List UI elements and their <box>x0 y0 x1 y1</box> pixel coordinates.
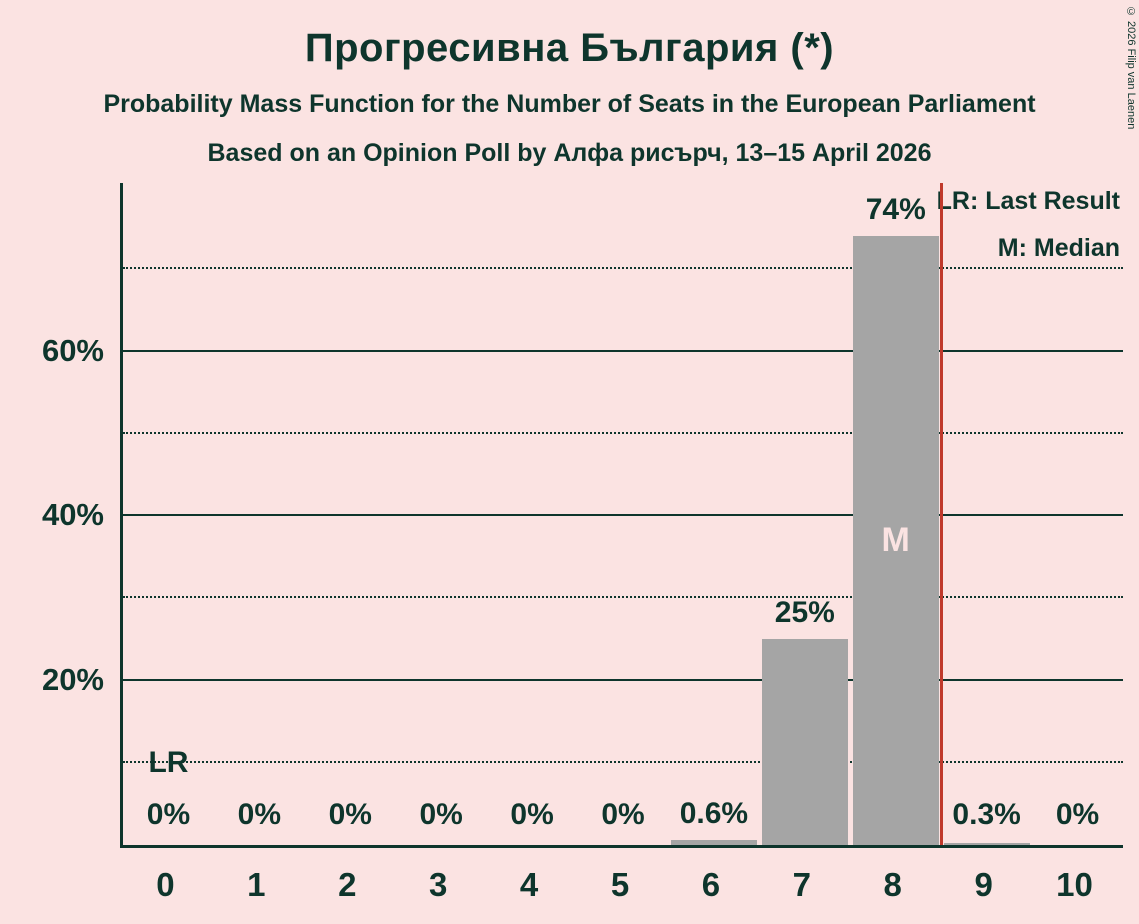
value-label: 0% <box>237 798 282 831</box>
x-axis-label: 3 <box>428 866 448 903</box>
x-axis-label: 6 <box>701 866 721 903</box>
value-label: 0% <box>419 798 463 831</box>
plot-area: 0% 0% 0% 0% 0% 0% 0.6% 25% M 74% 0.3% 0% LR <box>120 183 1123 848</box>
x-axis-label: 2 <box>338 866 357 903</box>
x-axis-label: 4 <box>519 866 539 903</box>
gridline-dotted <box>123 596 1123 599</box>
x-axis-label: 7 <box>792 866 811 903</box>
bar: M <box>852 236 939 845</box>
x-axis-label: 8 <box>883 866 902 903</box>
value-label: 0% <box>601 798 645 831</box>
gridline-solid <box>123 349 1123 352</box>
x-axis-label: 5 <box>610 866 630 903</box>
value-label: 0.3% <box>952 798 1021 831</box>
gridline-solid <box>123 514 1123 517</box>
x-axis-label: 0 <box>156 866 175 903</box>
bar <box>943 842 1030 845</box>
last-result-label: LR <box>148 746 189 779</box>
value-label: 74% <box>865 193 926 227</box>
lr-reference-line <box>939 183 943 845</box>
gridline-dotted <box>123 431 1123 434</box>
x-axis-label: 10 <box>1056 866 1093 903</box>
median-marker: M <box>881 521 910 560</box>
value-label: 0% <box>146 798 191 831</box>
value-label: 0% <box>328 798 372 831</box>
y-axis-label: 40% <box>41 497 104 533</box>
x-axis-label: 9 <box>974 866 993 903</box>
value-label: 0% <box>1055 798 1100 831</box>
subtitle-line1: Probability Mass Function for the Number… <box>103 90 1036 118</box>
value-label: 25% <box>774 596 835 630</box>
y-axis-label: 60% <box>41 332 104 368</box>
bar <box>670 840 757 845</box>
legend-median: M: Median <box>997 234 1120 262</box>
gridline-dotted <box>123 760 1123 763</box>
subtitle-line2: Based on an Opinion Poll by Алфа рисърч,… <box>207 139 932 167</box>
gridline-dotted <box>123 267 1123 270</box>
copyright-note: © 2026 Filip van Laenen <box>1125 6 1137 130</box>
value-label: 0.6% <box>679 797 749 831</box>
x-axis-label: 1 <box>247 866 266 903</box>
value-label: 0% <box>510 798 554 831</box>
page-title: Прогресивна България (*) <box>304 26 835 70</box>
y-axis-label: 20% <box>41 661 104 697</box>
legend-last-result: LR: Last Result <box>936 187 1120 215</box>
gridline-solid <box>123 678 1123 681</box>
bar <box>761 639 848 845</box>
